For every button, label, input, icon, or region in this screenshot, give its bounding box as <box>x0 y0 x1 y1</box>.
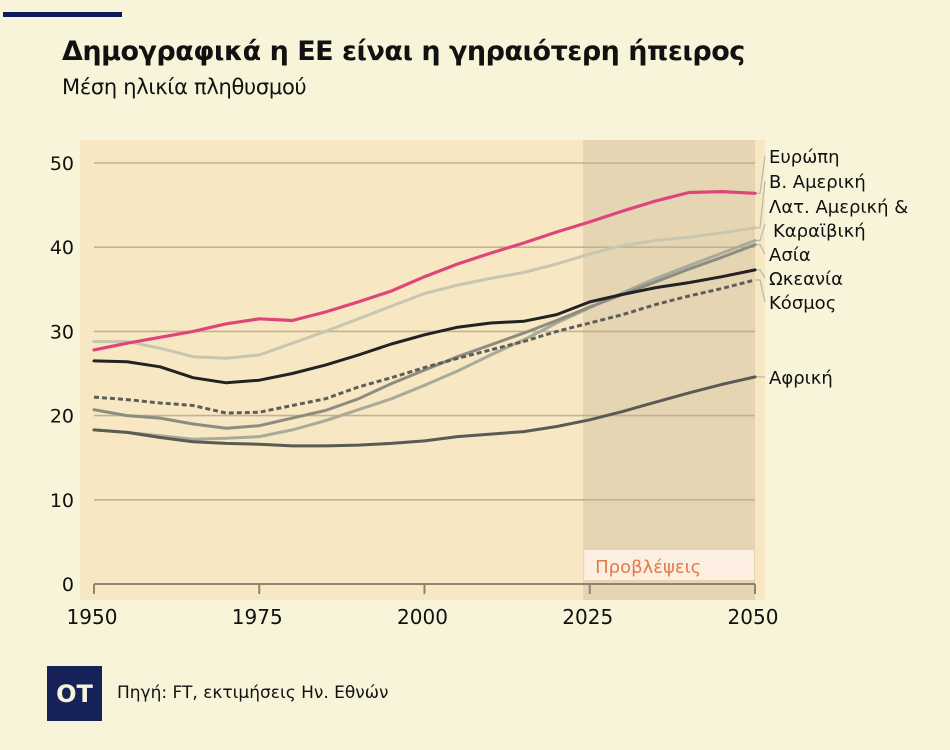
series-line-0 <box>92 190 757 352</box>
series-line-5 <box>93 278 756 415</box>
legend-connector <box>755 244 766 255</box>
y-tick-label: 50 <box>50 153 74 175</box>
chart-subtitle: Μέση ηλικία πληθυσμού <box>62 75 307 99</box>
series-line-2 <box>92 239 757 441</box>
series-line-6 <box>92 375 757 448</box>
x-axis: 1950 1975 2000 2025 2050 <box>67 583 779 629</box>
legend-connector <box>755 223 766 242</box>
legend-label: Ασία <box>769 245 811 266</box>
forecast-shade <box>583 140 755 600</box>
series-line-1 <box>92 226 757 360</box>
source-note: Πηγή: FT, εκτιμήσεις Ην. Εθνών <box>117 683 389 703</box>
legend-connector <box>755 269 766 279</box>
gridlines <box>94 162 755 501</box>
legend-label: Κόσμος <box>769 293 836 314</box>
y-tick-label: 40 <box>50 237 74 259</box>
x-tick-label: 2050 <box>728 605 779 629</box>
y-tick-label: 10 <box>50 490 74 512</box>
y-tick-label: 0 <box>62 574 74 596</box>
legend-label: Λατ. Αμερική & <box>769 197 908 218</box>
x-tick-label: 2000 <box>397 605 448 629</box>
legend-connector <box>755 155 766 194</box>
forecast-label: Προβλέψεις <box>595 557 701 578</box>
legend-label: Ωκεανία <box>769 269 843 290</box>
legend-label: Β. Αμερική <box>769 172 866 193</box>
legend-label: Ευρώπη <box>769 147 840 168</box>
legend-connector <box>755 279 766 303</box>
legend-label: Καραϊβική <box>773 221 866 242</box>
x-tick-label: 2025 <box>562 605 613 629</box>
legend-label: Αφρική <box>769 368 833 389</box>
y-tick-label: 20 <box>50 406 74 428</box>
series-lines <box>92 190 757 448</box>
accent-bar <box>3 12 122 17</box>
legend-connector <box>755 180 766 229</box>
ot-logo: OT <box>47 666 102 721</box>
series-line-3 <box>92 243 757 430</box>
series-line-4 <box>92 268 757 385</box>
forecast-label-box <box>584 550 754 580</box>
legend-connectors <box>755 155 766 378</box>
x-tick-label: 1950 <box>67 605 118 629</box>
y-tick-label: 30 <box>50 321 74 343</box>
legend: Ευρώπη Β. Αμερική Λατ. Αμερική & Καραϊβική Α… <box>769 147 908 389</box>
y-axis: 0 10 20 30 40 50 <box>50 153 74 596</box>
chart-title: Δημογραφικά η ΕΕ είναι η γηραιότερη ήπει… <box>62 36 745 67</box>
x-tick-label: 1975 <box>232 605 283 629</box>
